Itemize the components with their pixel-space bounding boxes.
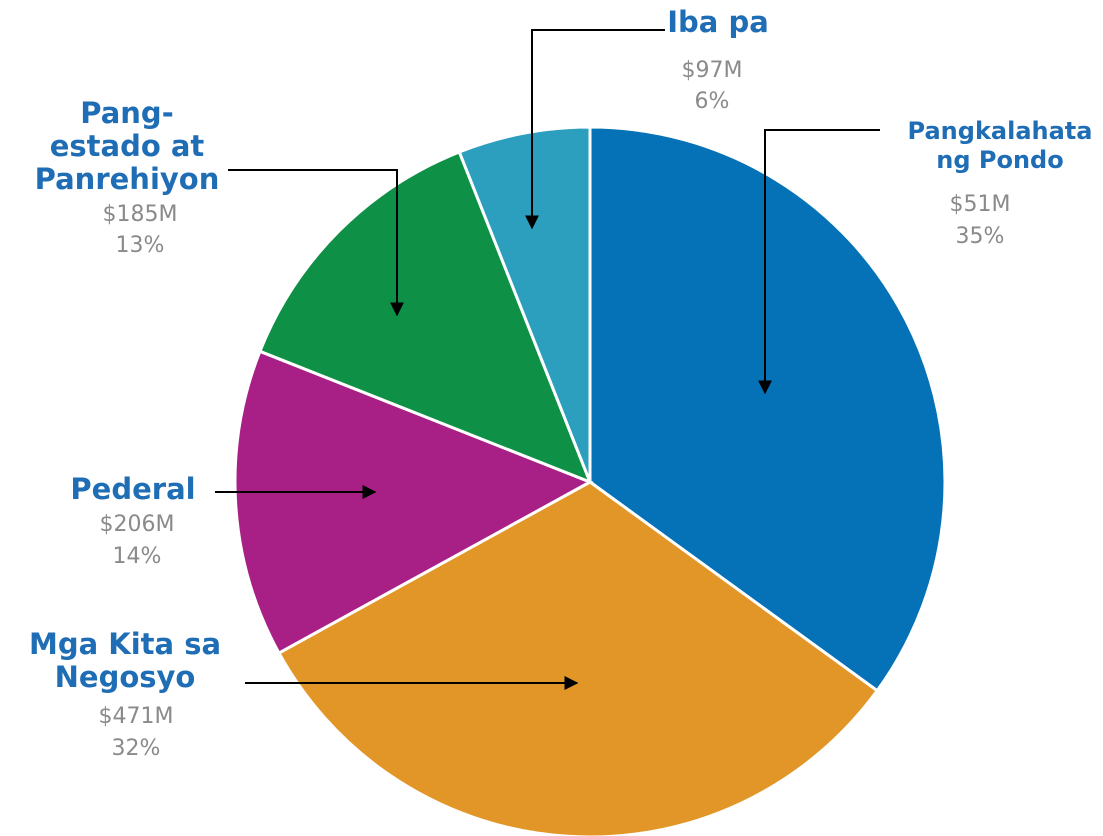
amount-label: $206M — [99, 512, 175, 537]
leader-line — [758, 129, 880, 395]
percent-label: 32% — [111, 736, 161, 761]
leader-line — [228, 169, 404, 317]
pie-slice — [276, 480, 880, 836]
slice-label: Iba pa — [667, 5, 769, 39]
amount-label: $51M — [949, 192, 1011, 217]
pie-slice — [233, 349, 594, 656]
pie-slice — [257, 149, 593, 485]
pie-slice — [457, 125, 592, 483]
slice-label: Pangkalahata ng Pondo — [907, 117, 1093, 174]
slice-label: Mga Kita sa Negosyo — [28, 627, 222, 694]
slice-label: Pang- estado at Panrehiyon — [34, 96, 220, 196]
percent-label: 35% — [955, 224, 1005, 249]
percent-label: 6% — [694, 89, 730, 114]
percent-label: 14% — [112, 544, 162, 569]
percent-label: 13% — [115, 233, 165, 258]
slice-label: Pederal — [70, 472, 196, 506]
amount-label: $471M — [98, 704, 174, 729]
amount-label: $97M — [681, 58, 743, 83]
leader-line — [525, 29, 665, 230]
pie-slice — [588, 125, 947, 693]
leader-lines — [215, 29, 880, 690]
amount-label: $185M — [102, 202, 178, 227]
